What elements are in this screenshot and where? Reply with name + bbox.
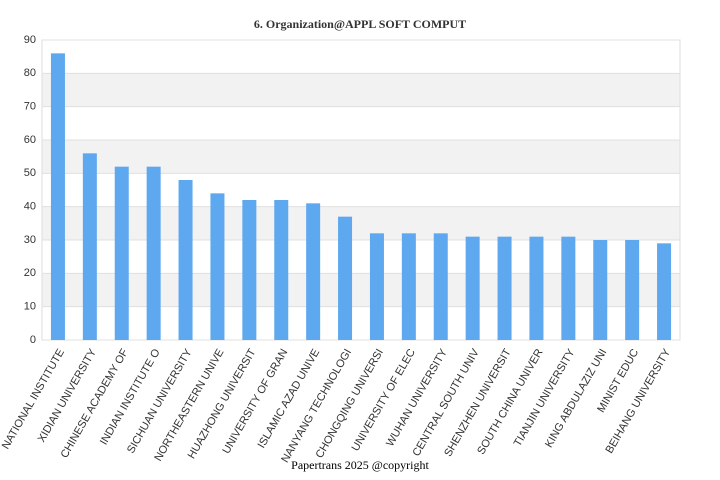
bar: [561, 236, 576, 340]
y-tick-label: 0: [30, 334, 36, 346]
bar: [50, 53, 65, 340]
bar: [401, 233, 416, 340]
y-tick-label: 90: [24, 34, 36, 46]
x-tick-label: INDIAN INSTITUTE O: [98, 347, 163, 448]
bar: [465, 236, 480, 340]
y-tick-label: 70: [24, 101, 36, 113]
bar: [146, 166, 161, 340]
bar: [593, 240, 608, 340]
bar: [82, 153, 97, 340]
grid-band: [42, 73, 680, 107]
footer: Papertrans 2025 @copyright: [291, 458, 429, 472]
x-tick-label: WUHAN UNIVERSITY: [384, 346, 450, 448]
bar: [210, 193, 225, 340]
bar: [369, 233, 384, 340]
x-tick-label: ISLAMIC AZAD UNIVE: [256, 347, 323, 450]
y-tick-label: 10: [24, 301, 36, 313]
x-tick-label: KING ABDULAZIZ UNI: [543, 347, 609, 450]
bar: [242, 200, 257, 340]
y-tick-label: 20: [24, 267, 36, 279]
chart-title: 6. Organization@APPL SOFT COMPUT: [254, 17, 466, 31]
grid-band: [42, 273, 680, 307]
grid-band: [42, 206, 680, 240]
y-tick-label: 40: [24, 201, 36, 213]
x-tick-label: XIDIAN UNIVERSITY: [36, 346, 100, 444]
bar: [274, 200, 289, 340]
x-tick-label: BEIHANG UNIVERSITY: [603, 346, 673, 455]
y-tick-label: 60: [24, 134, 36, 146]
bar: [497, 236, 512, 340]
x-tick-label: NATIONAL INSTITUTE: [0, 347, 67, 451]
bar: [306, 203, 321, 340]
grid-band: [42, 140, 680, 174]
x-tick-label: TIANJIN UNIVERSITY: [512, 346, 578, 448]
bar: [433, 233, 448, 340]
bar: [625, 240, 640, 340]
bar: [178, 180, 193, 340]
bar: [114, 166, 129, 340]
y-tick-label: 30: [24, 234, 36, 246]
bar: [529, 236, 544, 340]
y-tick-label: 50: [24, 167, 36, 179]
y-tick-label: 80: [24, 67, 36, 79]
bar: [338, 216, 353, 340]
bar: [657, 243, 672, 340]
